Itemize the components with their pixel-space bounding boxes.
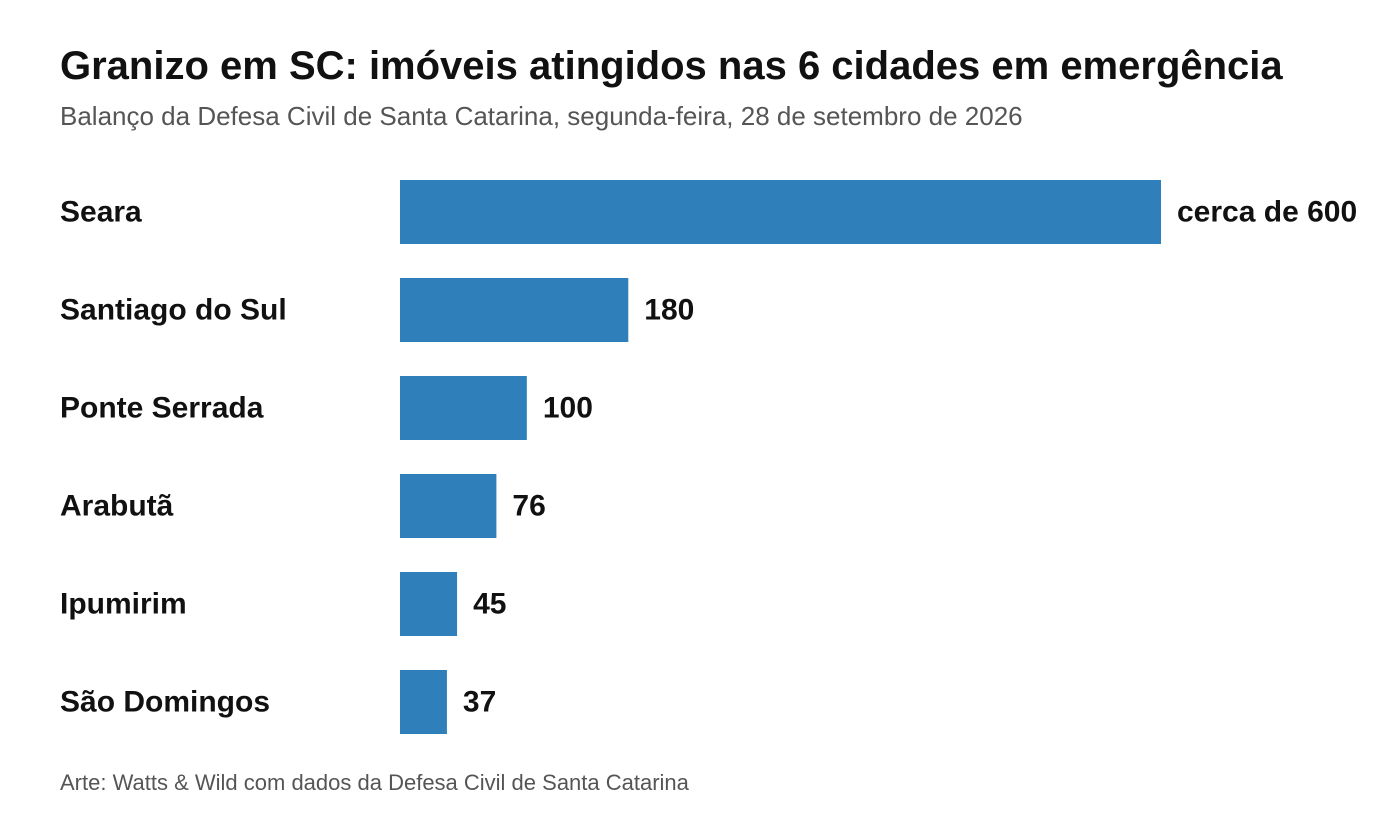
- chart-title: Granizo em SC: imóveis atingidos nas 6 c…: [60, 44, 1283, 88]
- value-label: 37: [463, 686, 496, 719]
- bar: [400, 474, 497, 538]
- category-label: Ponte Serrada: [60, 392, 264, 425]
- category-label: Arabutã: [60, 490, 174, 523]
- bar: [400, 376, 527, 440]
- value-label: 45: [473, 588, 506, 621]
- bar: [400, 278, 629, 342]
- chart-subtitle: Balanço da Defesa Civil de Santa Catarin…: [60, 101, 1023, 131]
- value-label: 76: [512, 490, 545, 523]
- source-note: Arte: Watts & Wild com dados da Defesa C…: [60, 770, 689, 795]
- value-label: cerca de 600: [1177, 196, 1357, 229]
- category-label: São Domingos: [60, 686, 270, 719]
- category-label: Santiago do Sul: [60, 294, 287, 327]
- category-label: Seara: [60, 196, 142, 229]
- bar: [400, 180, 1161, 244]
- bar: [400, 572, 458, 636]
- value-label: 180: [644, 294, 694, 327]
- category-label: Ipumirim: [60, 588, 187, 621]
- value-label: 100: [543, 392, 593, 425]
- bar: [400, 670, 447, 734]
